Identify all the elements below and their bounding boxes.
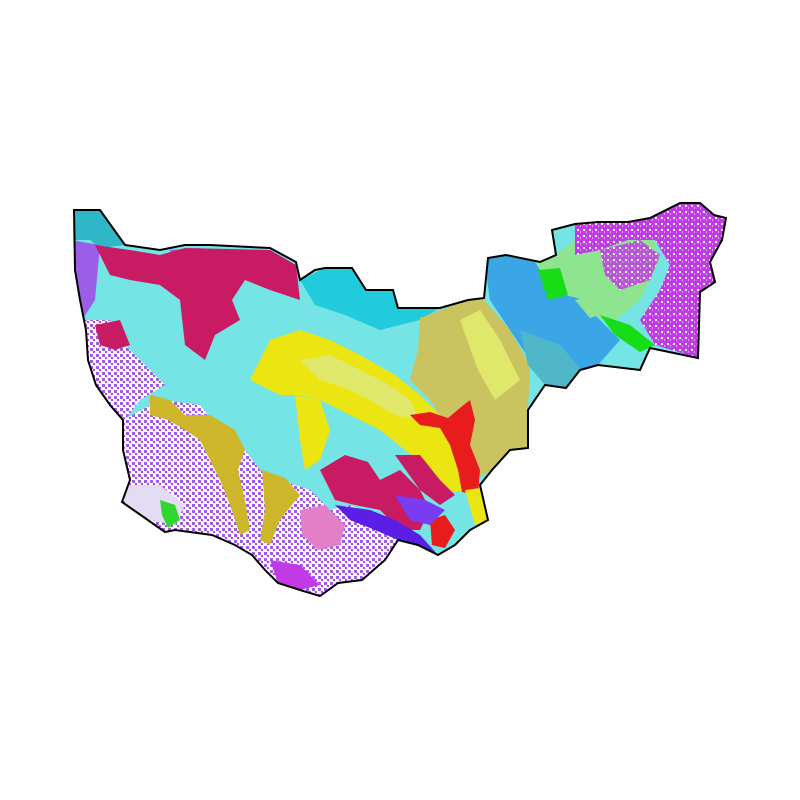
zone-yellow-pale bbox=[300, 355, 420, 420]
zone-red-river bbox=[410, 400, 480, 495]
zone-mustard-valley bbox=[150, 395, 250, 535]
zone-crimson-south bbox=[320, 455, 430, 530]
zone-crimson-south-2 bbox=[395, 455, 455, 505]
zone-green-sw bbox=[160, 500, 180, 528]
zone-yellow-central bbox=[250, 330, 470, 492]
map-fill bbox=[74, 203, 726, 596]
zone-teal-west bbox=[74, 205, 125, 248]
zone-green-bright-e bbox=[600, 315, 655, 352]
zone-olive-inner bbox=[460, 310, 520, 400]
zone-green-bright-ne bbox=[538, 268, 568, 300]
zone-crimson-sw bbox=[95, 320, 130, 350]
zone-green-ne-strip bbox=[575, 295, 612, 318]
zone-magenta-ne bbox=[575, 203, 726, 358]
zone-yellow-spur bbox=[295, 395, 330, 470]
zone-magenta-ne-inner bbox=[600, 240, 660, 290]
zone-violet-south-2 bbox=[395, 495, 445, 525]
zone-purple-south bbox=[270, 560, 320, 590]
zone-mustard-valley-2 bbox=[260, 470, 300, 545]
zone-cyan-north bbox=[300, 268, 440, 330]
zone-skyblue-ne bbox=[484, 255, 620, 388]
zone-crimson-north bbox=[95, 245, 300, 360]
zone-violet-south bbox=[335, 505, 438, 555]
zone-pink-south bbox=[300, 505, 345, 550]
zone-red-delta bbox=[430, 515, 455, 548]
zone-steelblue-ne bbox=[520, 330, 580, 388]
